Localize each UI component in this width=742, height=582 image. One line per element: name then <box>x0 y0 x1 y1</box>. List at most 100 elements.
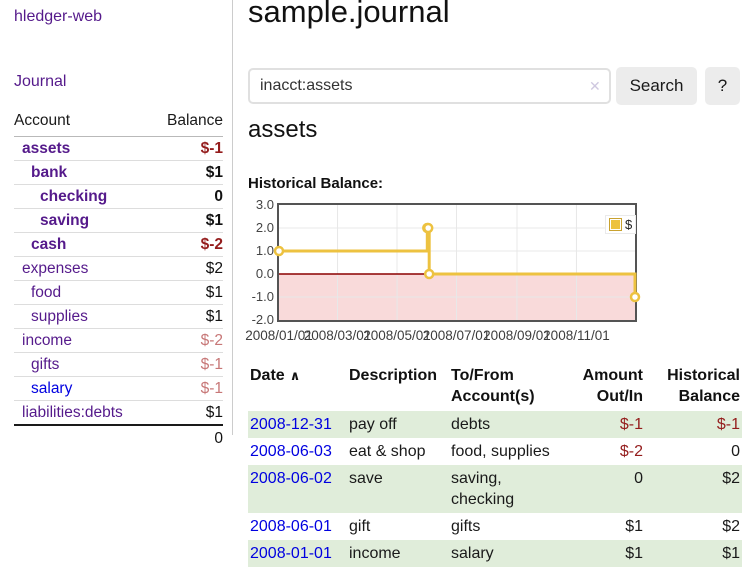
transaction-amount: $1 <box>625 518 643 535</box>
transaction-balance: $-1 <box>645 411 742 438</box>
transaction-balance: 0 <box>731 443 740 460</box>
account-row-expenses: expenses $2 <box>14 256 223 281</box>
account-row-saving: saving $1 <box>14 208 223 233</box>
account-row-assets: assets $-1 <box>14 137 223 161</box>
accounts-total-value: 0 <box>151 424 223 451</box>
account-heading: assets <box>248 116 318 143</box>
account-link[interactable]: liabilities:debts <box>22 404 123 421</box>
sort-asc-icon: ∧ <box>289 368 301 383</box>
chart-label: Historical Balance: <box>248 175 384 192</box>
x-tick-label: 2008/01/01 <box>245 328 313 343</box>
account-balance: $-2 <box>151 232 223 257</box>
search-button[interactable]: Search <box>616 67 697 105</box>
transaction-date-link[interactable]: 2008-12-31 <box>250 416 332 433</box>
transaction-description: income <box>347 540 449 567</box>
account-link[interactable]: food <box>31 284 62 301</box>
account-row-supplies: supplies $1 <box>14 304 223 329</box>
account-link[interactable]: salary <box>31 380 73 397</box>
historical-balance-chart: 3.0 2.0 1.0 0.0 -1.0 -2.0 2008/01/01 2008/03/0… <box>245 197 742 348</box>
transaction-date-link[interactable]: 2008-06-01 <box>250 518 332 535</box>
account-balance: $1 <box>151 400 223 425</box>
clear-search-icon[interactable]: ✕ <box>589 78 601 94</box>
x-tick-label: 2008/09/01 <box>483 328 551 343</box>
account-link[interactable]: income <box>22 332 72 349</box>
transaction-balance: $1 <box>645 540 742 567</box>
transaction-balance: $2 <box>722 518 740 535</box>
y-tick-label: -1.0 <box>251 289 274 304</box>
transaction-description: pay off <box>347 411 449 438</box>
sidebar-divider <box>232 0 233 435</box>
nav-journal-link[interactable]: Journal <box>14 73 67 90</box>
transaction-date-link[interactable]: 2008-01-01 <box>250 545 332 562</box>
register-row: 2008-12-31 pay off debts $-1 $-1 <box>248 411 742 438</box>
transaction-amount: $1 <box>565 540 645 567</box>
account-link[interactable]: bank <box>31 164 68 181</box>
search-input[interactable] <box>248 68 611 104</box>
account-balance: $-1 <box>151 352 223 377</box>
accounts-table: Account Balance assets $-1 bank $1 check… <box>14 108 223 451</box>
account-balance: $-1 <box>200 140 223 157</box>
account-row-gifts: gifts $-1 <box>14 352 223 377</box>
search-bar: ✕ Search ? <box>248 67 742 105</box>
register-row: 2008-01-01 income salary $1 $1 <box>248 540 742 567</box>
transaction-date-link[interactable]: 2008-06-02 <box>250 470 332 487</box>
main-content: sample.journal ✕ Search ? assets Histori… <box>245 0 742 582</box>
transaction-description: save <box>347 465 449 513</box>
transaction-accounts: saving, checking <box>449 465 565 513</box>
y-tick-label: 0.0 <box>255 266 274 281</box>
chart-plot-area <box>273 203 641 322</box>
page-title: sample.journal <box>248 0 450 29</box>
account-balance: $1 <box>151 280 223 305</box>
register-row: 2008-06-03 eat & shop food, supplies $-2… <box>248 438 742 465</box>
y-tick-label: -2.0 <box>251 312 274 327</box>
y-tick-label: 2.0 <box>255 220 274 235</box>
sidebar: hledger-web Journal Account Balance asse… <box>0 0 233 451</box>
account-balance: $-2 <box>151 328 223 353</box>
transaction-amount: $-1 <box>565 411 645 438</box>
legend-swatch-icon <box>609 218 622 231</box>
chart-series-canvas <box>273 205 641 320</box>
y-tick-label: 1.0 <box>255 243 274 258</box>
account-link[interactable]: supplies <box>31 308 88 325</box>
x-tick-label: 2008/03/01 <box>303 328 372 343</box>
chart-legend: $ <box>605 215 637 234</box>
account-link[interactable]: saving <box>40 212 90 229</box>
help-button[interactable]: ? <box>705 67 740 105</box>
transaction-amount: 0 <box>565 465 645 513</box>
account-link[interactable]: cash <box>31 236 67 253</box>
transaction-description: eat & shop <box>349 443 426 460</box>
account-link[interactable]: expenses <box>22 260 89 277</box>
transaction-accounts: debts <box>449 411 565 438</box>
transaction-amount: $-2 <box>619 443 643 460</box>
legend-label: $ <box>625 217 633 232</box>
accounts-header-balance: Balance <box>151 108 223 137</box>
accounts-total-row: 0 <box>14 424 223 451</box>
account-balance: $2 <box>151 256 223 281</box>
register-row: 2008-06-01 gift gifts $1 $2 <box>248 513 742 540</box>
account-row-food: food $1 <box>14 280 223 305</box>
account-link[interactable]: checking <box>40 188 108 205</box>
app-title-link[interactable]: hledger-web <box>14 8 103 25</box>
register-header-amount: Amount Out/In <box>582 367 643 405</box>
account-row-checking: checking 0 <box>14 184 223 209</box>
transaction-accounts: gifts <box>451 518 481 535</box>
account-row-bank: bank $1 <box>14 160 223 185</box>
register-header-accounts: To/From Account(s) <box>451 367 535 405</box>
account-link[interactable]: gifts <box>31 356 60 373</box>
x-tick-label: 2008/05/01 <box>363 328 431 343</box>
account-balance: $1 <box>151 160 223 185</box>
transaction-balance: $2 <box>645 465 742 513</box>
accounts-header-account: Account <box>14 108 152 137</box>
register-row: 2008-06-02 save saving, checking 0 $2 <box>248 465 742 513</box>
register-header-date[interactable]: Date ∧ <box>250 367 301 384</box>
transaction-description: gift <box>349 518 371 535</box>
account-row-salary: salary $-1 <box>14 376 223 401</box>
transaction-accounts: food, supplies <box>451 443 550 460</box>
transaction-date-link[interactable]: 2008-06-03 <box>250 443 332 460</box>
register-header-row: Date ∧ Description To/From Account(s) Amo… <box>248 360 742 411</box>
x-tick-label: 2008/11/01 <box>543 328 610 343</box>
account-link[interactable]: assets <box>22 140 71 157</box>
account-balance: 0 <box>151 184 223 209</box>
register-table: Date ∧ Description To/From Account(s) Amo… <box>248 360 742 567</box>
x-tick-label: 2008/07/01 <box>422 328 491 343</box>
